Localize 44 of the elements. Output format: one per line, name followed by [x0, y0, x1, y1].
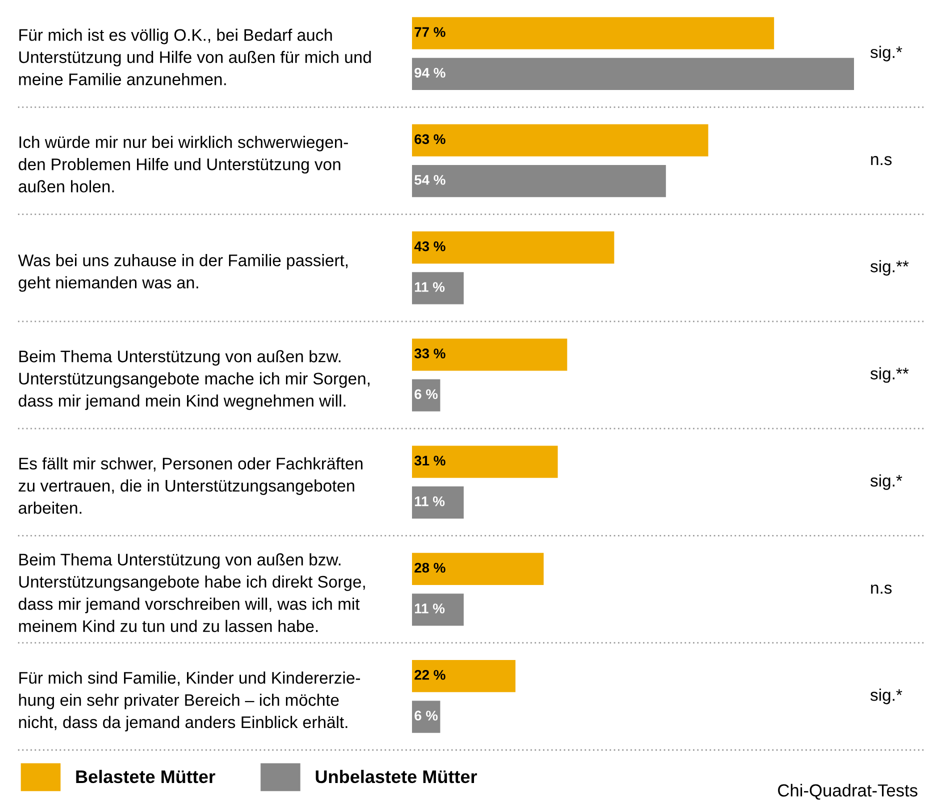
text: sig.** [870, 260, 909, 276]
text: sig.* [870, 688, 902, 704]
data-label: 31 % [414, 456, 446, 466]
legend-label: Belastete Mütter [76, 770, 216, 784]
bar [412, 165, 666, 198]
bar [412, 552, 544, 585]
y-tick-label: Was bei uns zuhause in der Familie passiert, geht niemanden was an. [18, 254, 348, 292]
data-label: 94 % [414, 68, 446, 78]
bar [412, 272, 464, 304]
data-label: 6 % [414, 710, 438, 721]
text: Chi-Quadrat-Tests [778, 784, 918, 800]
data-label: 77 % [414, 27, 446, 37]
bar [412, 486, 464, 519]
y-tick-label: Beim Thema Unterstützung von außen bzw. Unterstützungsangebote habe ich direkt Sorge, dass mir jemand vorschreiben will, was ich mit meinem Kind zu tun und zu lassen habe. [18, 553, 365, 632]
bar [412, 231, 614, 264]
y-tick-label: Es fällt mir schwer, Personen oder Fachkräften zu vertrauen, die in Unterstützungsangeboten arbeiten. [18, 457, 362, 514]
y-tick-label: Beim Thema Unterstützung von außen bzw. Unterstützungsangebote mache ich mir Sorgen, dass mir jemand mein Kind wegnehmen will. [18, 350, 370, 410]
y-tick-label: Für mich ist es völlig O.K., bei Bedarf auch Unterstützung und Hilfe von außen für mich und meine Familie anzunehmen. [19, 28, 371, 86]
data-label: 63 % [414, 134, 446, 144]
y-tick-label: Ich würde mir nur bei wirklich schwerwiegen- den Problemen Hilfe und Unterstützung von außen holen. [18, 136, 348, 192]
bar [412, 700, 440, 733]
data-label: 28 % [414, 562, 446, 573]
bar [412, 594, 464, 626]
data-label: 33 % [414, 348, 446, 358]
data-label: 11 % [414, 604, 445, 614]
legend-label: Unbelastete Mütter [316, 770, 478, 784]
bar [412, 124, 708, 156]
data-label: 6 % [414, 389, 438, 400]
bar [412, 17, 774, 50]
data-label: 22 % [414, 670, 446, 680]
text: n.s [871, 584, 892, 594]
bar [412, 660, 516, 692]
text: sig.* [870, 474, 902, 490]
data-label: 43 % [414, 241, 446, 252]
bar [412, 58, 854, 90]
data-label: 54 % [414, 175, 446, 185]
bar [412, 446, 558, 478]
bar [412, 338, 568, 371]
text: sig.* [870, 46, 902, 62]
data-label: 11 % [414, 282, 445, 292]
data-label: 11 % [414, 496, 445, 506]
y-tick-label: Für mich sind Familie, Kinder und Kindererzie- hung ein sehr privater Bereich – ich möchte nicht, dass da jemand anders Einblick erhält. [19, 672, 360, 732]
text: n.s [871, 156, 892, 166]
text: sig.** [870, 367, 909, 383]
